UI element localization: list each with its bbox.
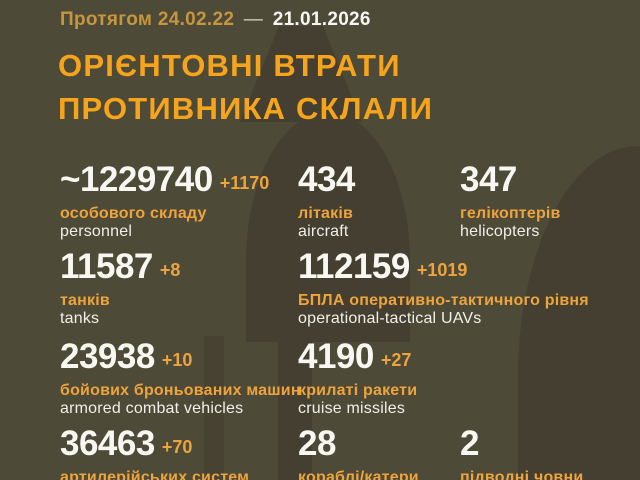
stat-number-line: 347 <box>460 161 561 205</box>
stat-number-line: 23938 +10 <box>60 338 301 382</box>
period-label: Протягом 24.02.22 <box>60 9 235 30</box>
stat-label-ua: бойових броньованих машин <box>60 382 301 399</box>
stat-label-ua: артилерійських систем <box>60 469 250 480</box>
stat-number-line: 112159 +1019 <box>298 248 589 292</box>
stat-label-en: armored combat vehicles <box>60 400 244 417</box>
stat-label-ua: танків <box>60 292 110 309</box>
page-title-line1: ОРІЄНТОВНІ ВТРАТИ <box>58 48 401 83</box>
stat-label-en: aircraft <box>298 223 349 240</box>
stat-block: 112159 +1019 БПЛА оперативно-тактичного рі… <box>298 248 589 328</box>
stat-label-ua: кораблі/катери <box>298 469 419 480</box>
stat-value: 347 <box>460 160 517 199</box>
stat-block: 11587 +8 танків tanks <box>60 248 180 328</box>
stat-number-line: 11587 +8 <box>60 248 180 292</box>
stat-block: 4190 +27 крилаті ракети cruise missiles <box>298 338 417 418</box>
stat-value: 112159 <box>298 247 410 286</box>
stat-label-ua: підводні човни <box>460 469 584 480</box>
page-title: ОРІЄНТОВНІ ВТРАТИ ПРОТИВНИКА СКЛАЛИ <box>58 44 433 130</box>
stat-value: 23938 <box>60 337 155 376</box>
period-line: Протягом 24.02.22 — 21.01.2026 <box>60 9 371 31</box>
stat-value: 434 <box>298 160 355 199</box>
page-title-line2: ПРОТИВНИКА СКЛАЛИ <box>58 91 434 126</box>
stat-value: 28 <box>298 424 336 463</box>
stat-number-line: 36463 +70 <box>60 425 249 469</box>
stat-delta: +8 <box>159 260 181 280</box>
period-dash: — <box>243 9 264 30</box>
stat-label-en: tanks <box>60 310 100 327</box>
stat-block: ~1229740 +1170 особового складу personnel <box>60 161 269 241</box>
stat-label-ua: крилаті ракети <box>298 382 418 399</box>
stat-label-en: helicopters <box>460 223 540 240</box>
trident-watermark-left <box>204 336 224 480</box>
stat-label-en: cruise missiles <box>298 400 406 417</box>
stat-value: 11587 <box>60 247 153 286</box>
stat-block: 434 літаків aircraft <box>298 161 355 241</box>
stat-number-line: 434 <box>298 161 355 205</box>
trident-watermark-dome <box>246 112 410 342</box>
end-date: 21.01.2026 <box>272 9 371 30</box>
stat-delta: +10 <box>161 350 193 370</box>
stat-label-ua: БПЛА оперативно-тактичного рівня <box>298 292 589 309</box>
stat-block: 2 підводні човни <box>460 425 583 480</box>
stat-delta: +1170 <box>219 173 270 193</box>
stat-value: 36463 <box>60 424 155 463</box>
trident-watermark-center <box>278 300 312 480</box>
stat-number-line: 2 <box>460 425 583 469</box>
stat-number-line: ~1229740 +1170 <box>60 161 269 205</box>
stat-label-ua: літаків <box>298 205 354 222</box>
stat-delta: +70 <box>161 437 193 457</box>
stat-number-line: 28 <box>298 425 419 469</box>
stat-block: 347 гелікоптерів helicopters <box>460 161 561 241</box>
stat-label-ua: особового складу <box>60 205 207 222</box>
stat-block: 36463 +70 артилерійських систем <box>60 425 249 480</box>
stat-label-en: personnel <box>60 223 133 240</box>
stat-label-ua: гелікоптерів <box>460 205 561 222</box>
stat-value: 4190 <box>298 337 374 376</box>
stat-number-line: 4190 +27 <box>298 338 417 382</box>
stat-delta: +1019 <box>416 260 468 280</box>
stat-value: ~1229740 <box>60 160 213 199</box>
stat-block: 28 кораблі/катери <box>298 425 419 480</box>
stat-label-en: operational-tactical UAVs <box>298 310 482 327</box>
stat-block: 23938 +10 бойових броньованих машин armored… <box>60 338 301 418</box>
stat-delta: +27 <box>380 350 412 370</box>
stat-value: 2 <box>460 424 479 463</box>
